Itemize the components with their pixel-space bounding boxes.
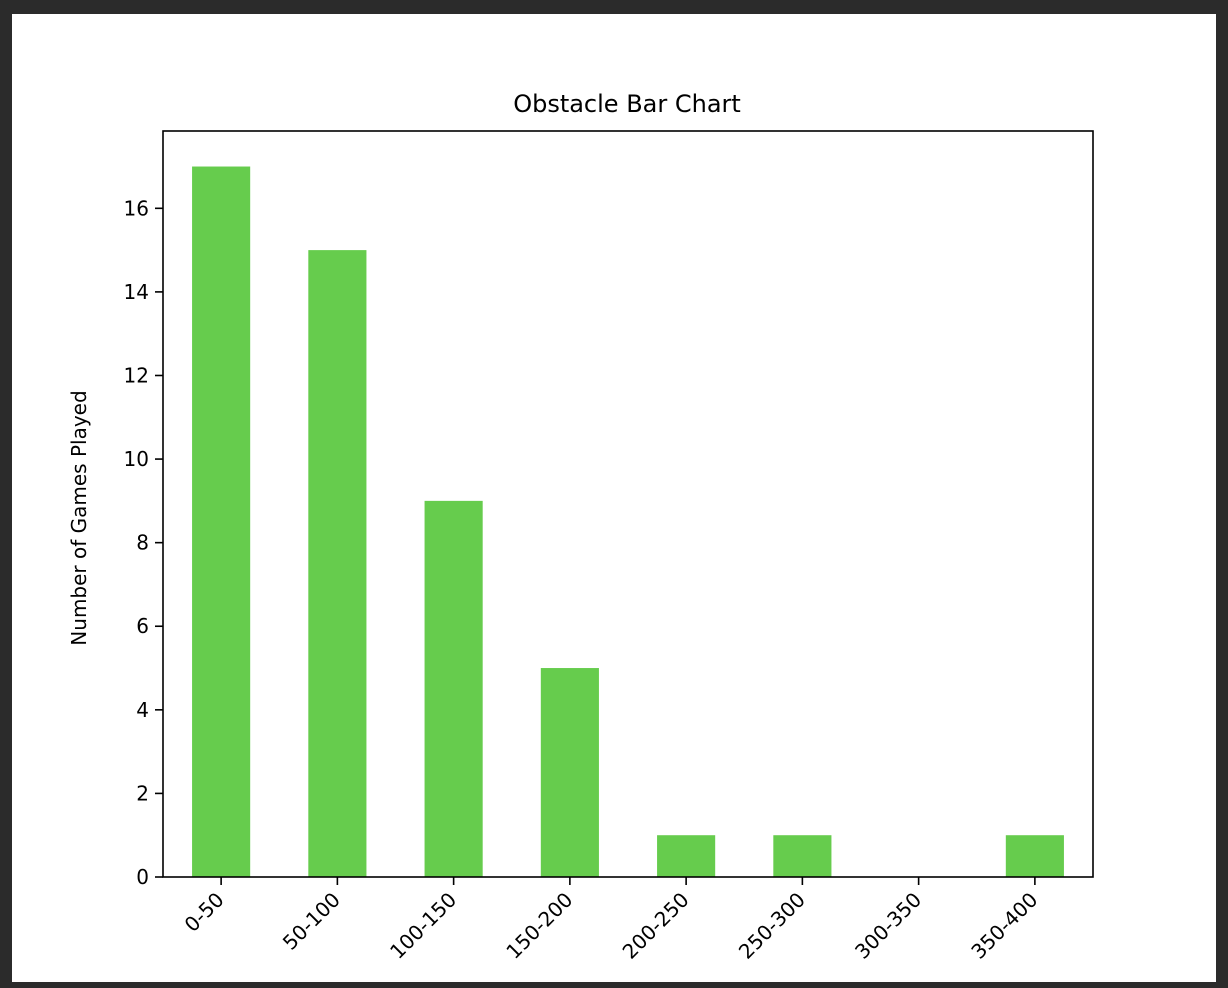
bar-100-150 <box>424 500 483 877</box>
y-tick-label: 10 <box>124 447 149 471</box>
x-tick-label: 300-350 <box>850 888 926 964</box>
x-tick-label: 150-200 <box>501 888 577 964</box>
y-tick-label: 4 <box>136 698 149 722</box>
x-tick-label: 50-100 <box>278 888 345 955</box>
bar-200-250 <box>657 835 716 877</box>
y-axis-label: Number of Games Played <box>67 390 91 645</box>
bar-chart: Obstacle Bar Chart Number of Games Playe… <box>67 90 1094 964</box>
plot-area-frame <box>162 130 1094 878</box>
bars-group <box>192 166 1064 877</box>
bar-0-50 <box>192 166 251 877</box>
figure-canvas: Obstacle Bar Chart Number of Games Playe… <box>12 14 1216 982</box>
x-tick-label: 100-150 <box>385 888 461 964</box>
y-tick-label: 14 <box>124 280 149 304</box>
y-tick-label: 0 <box>136 865 149 889</box>
y-axis-ticks: 0 2 4 6 8 10 12 14 16 <box>124 196 163 889</box>
bar-50-100 <box>308 250 367 877</box>
chart-title: Obstacle Bar Chart <box>513 90 741 118</box>
y-tick-label: 12 <box>124 363 149 387</box>
y-tick-label: 6 <box>136 614 149 638</box>
x-tick-label: 250-300 <box>734 888 810 964</box>
x-tick-label: 350-400 <box>966 888 1042 964</box>
x-tick-label: 200-250 <box>618 888 694 964</box>
y-tick-label: 16 <box>124 196 149 220</box>
y-tick-label: 8 <box>136 531 149 555</box>
bar-150-200 <box>540 668 599 877</box>
x-tick-label: 0-50 <box>180 888 229 937</box>
x-axis-ticks: 0-50 50-100 100-150 150-200 200-250 250-300 30… <box>180 877 1042 964</box>
bar-350-400 <box>1005 835 1064 877</box>
bar-250-300 <box>773 835 832 877</box>
y-tick-label: 2 <box>136 781 149 805</box>
